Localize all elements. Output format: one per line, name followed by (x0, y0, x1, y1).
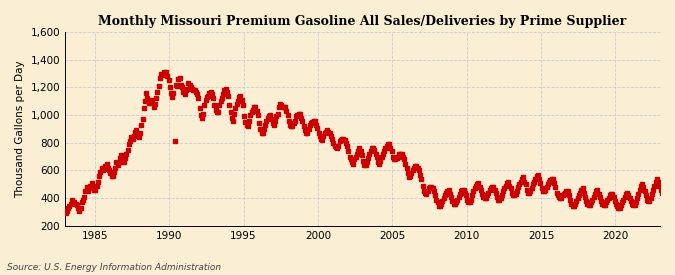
Text: Source: U.S. Energy Information Administration: Source: U.S. Energy Information Administ… (7, 263, 221, 272)
Y-axis label: Thousand Gallons per Day: Thousand Gallons per Day (15, 60, 25, 198)
Title: Monthly Missouri Premium Gasoline All Sales/Deliveries by Prime Supplier: Monthly Missouri Premium Gasoline All Sa… (99, 15, 626, 28)
